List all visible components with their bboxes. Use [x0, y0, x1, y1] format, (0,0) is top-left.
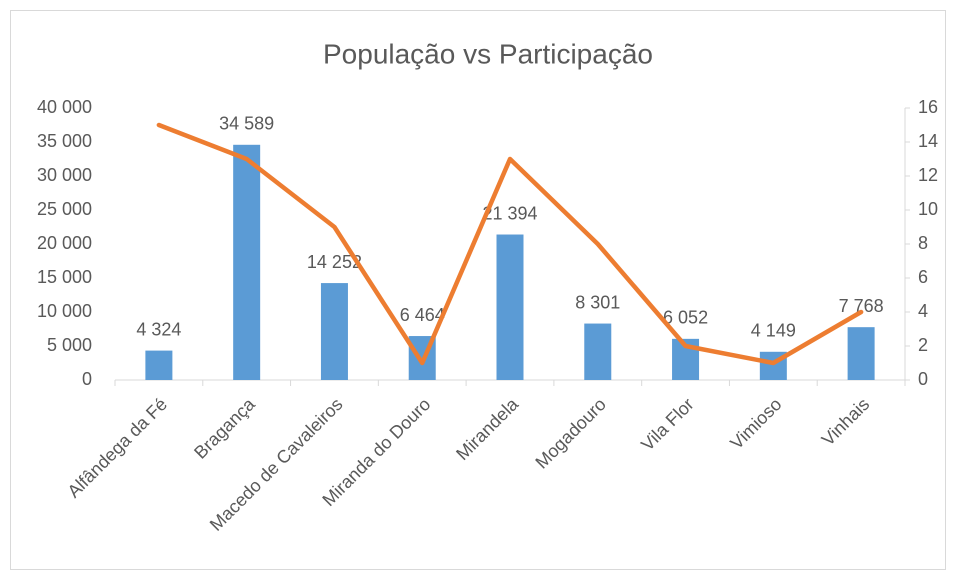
- y-tick-label: 5 000: [47, 335, 92, 355]
- y-tick-label: 15 000: [37, 267, 92, 287]
- y-tick-label: 0: [82, 369, 92, 389]
- data-label: 34 589: [219, 114, 274, 134]
- y2-tick-label: 12: [918, 165, 938, 185]
- data-label: 6 052: [663, 308, 708, 328]
- bar: [320, 283, 348, 380]
- y-tick-label: 20 000: [37, 233, 92, 253]
- bar: [145, 350, 173, 380]
- y2-tick-label: 8: [918, 233, 928, 253]
- bar: [847, 327, 875, 380]
- y2-tick-label: 0: [918, 369, 928, 389]
- y-tick-label: 10 000: [37, 301, 92, 321]
- data-label: 8 301: [575, 292, 620, 312]
- line: [156, 122, 864, 366]
- data-label: 14 252: [307, 252, 362, 272]
- y2-tick-label: 16: [918, 97, 938, 117]
- y2-tick-label: 2: [918, 335, 928, 355]
- y2-tick-label: 4: [918, 301, 928, 321]
- y2-tick-label: 10: [918, 199, 938, 219]
- bar: [584, 323, 612, 380]
- chart-frame: [10, 10, 946, 570]
- data-label: 4 324: [136, 319, 181, 339]
- data-label: 7 768: [839, 296, 884, 316]
- data-label: 4 149: [751, 321, 796, 341]
- data-label: 6 464: [400, 305, 445, 325]
- y2-tick-label: 14: [918, 131, 938, 151]
- bar: [233, 144, 261, 380]
- y-tick-label: 30 000: [37, 165, 92, 185]
- data-label: 21 394: [482, 203, 537, 223]
- bar: [496, 234, 524, 380]
- y-tick-label: 25 000: [37, 199, 92, 219]
- y2-tick-label: 6: [918, 267, 928, 287]
- y-tick-label: 35 000: [37, 131, 92, 151]
- y-tick-label: 40 000: [37, 97, 92, 117]
- chart-title: População vs Participação: [323, 38, 653, 69]
